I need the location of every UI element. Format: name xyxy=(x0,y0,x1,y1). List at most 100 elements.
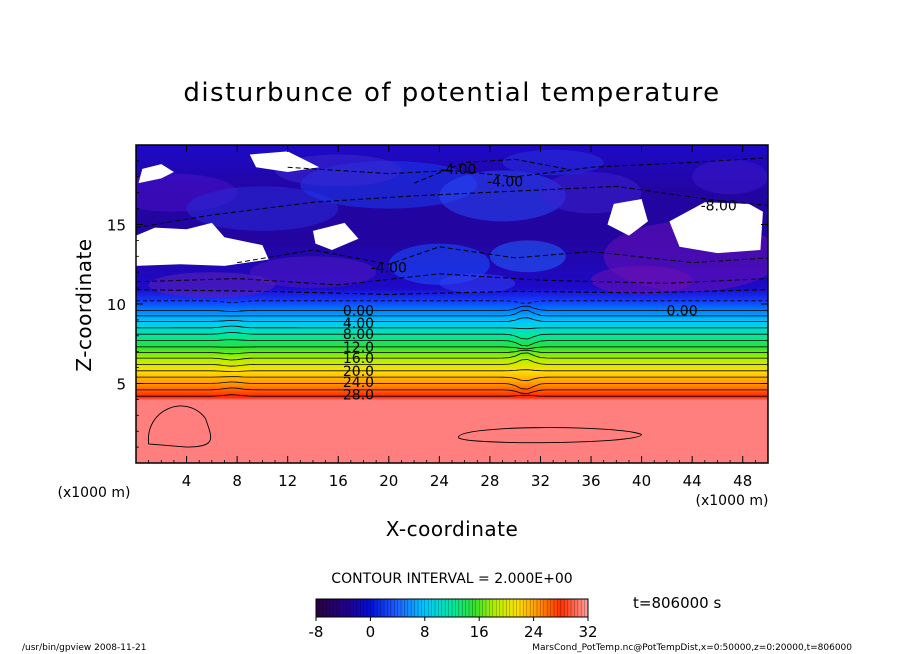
turbulent-cell xyxy=(489,240,566,273)
colorbar-ticks: -8 0 8 16 24 32 xyxy=(309,617,598,641)
color-band xyxy=(136,305,768,309)
color-band xyxy=(136,357,768,360)
color-band xyxy=(136,317,768,321)
x-tick-label: 48 xyxy=(733,472,752,490)
contour-label: 24.0 xyxy=(343,375,374,391)
contour-line-negative xyxy=(237,246,768,265)
y-tick-label: 15 xyxy=(107,217,126,235)
contour-line xyxy=(136,339,768,347)
footer-right: MarsCond_PotTemp.nc@PotTempDist,x=0:5000… xyxy=(532,643,852,653)
color-band xyxy=(136,373,768,376)
contour-line xyxy=(136,305,768,312)
x-tick-label: 32 xyxy=(531,472,550,490)
time-label: t=806000 s xyxy=(633,594,721,612)
x-tick-label: 4 xyxy=(182,472,192,490)
footer-left: /usr/bin/gpview 2008-11-21 xyxy=(22,643,146,653)
contour-line xyxy=(136,394,768,397)
color-band xyxy=(136,335,768,339)
color-band xyxy=(136,379,768,382)
contour-label: -4.00 xyxy=(371,260,407,276)
color-band xyxy=(136,385,768,388)
color-band xyxy=(136,329,768,333)
color-band xyxy=(136,224,768,227)
turbulent-cell xyxy=(186,186,339,231)
color-band xyxy=(136,236,768,239)
colorbar-tick-label: -8 xyxy=(309,623,324,641)
missing-region xyxy=(669,202,763,254)
color-band xyxy=(136,341,768,345)
color-band xyxy=(136,325,768,329)
color-band xyxy=(136,152,768,156)
chart-title: disturbunce of potential temperature xyxy=(183,78,720,108)
contour-label: -4.00 xyxy=(440,162,476,178)
upper-region xyxy=(136,149,768,298)
color-band xyxy=(136,230,768,233)
color-band xyxy=(136,220,768,223)
color-band xyxy=(136,301,768,305)
contour-line xyxy=(136,325,768,330)
color-band xyxy=(136,347,768,351)
x-tick-label: 36 xyxy=(581,472,600,490)
color-band xyxy=(136,311,768,315)
contour-line xyxy=(136,309,768,317)
contour-line xyxy=(136,369,768,373)
contour-loop xyxy=(148,405,212,448)
color-band xyxy=(136,387,768,390)
contour-line xyxy=(136,381,768,390)
color-band xyxy=(136,295,768,299)
color-band xyxy=(136,164,768,168)
color-band xyxy=(136,307,768,311)
color-band xyxy=(136,365,768,368)
contour-label: 28.0 xyxy=(343,388,374,404)
x-tick-label: 20 xyxy=(379,472,398,490)
color-band xyxy=(136,361,768,364)
contour-line xyxy=(136,376,768,382)
missing-region xyxy=(312,222,359,250)
color-band xyxy=(136,232,768,235)
color-band xyxy=(136,309,768,313)
color-band xyxy=(136,148,768,152)
contour-line xyxy=(136,331,768,340)
color-band xyxy=(136,353,768,356)
contour-line xyxy=(136,317,768,322)
contour-line xyxy=(136,349,768,355)
x-axis: 4 8 12 16 20 24 28 32 36 40 44 48 xyxy=(148,145,756,490)
color-band xyxy=(136,371,768,374)
color-band xyxy=(136,210,768,213)
contour-line xyxy=(136,359,768,367)
contour-interval: CONTOUR INTERVAL = 2.000E+00 xyxy=(331,571,572,587)
missing-region xyxy=(607,199,648,236)
color-band xyxy=(136,337,768,341)
color-band xyxy=(136,226,768,229)
color-band xyxy=(136,391,768,394)
contour-line-negative xyxy=(287,157,768,178)
y-tick-label: 5 xyxy=(116,376,126,394)
color-band xyxy=(136,238,768,241)
color-band xyxy=(136,303,768,307)
color-band xyxy=(136,367,768,370)
colorbar-tick-label: 8 xyxy=(420,623,430,641)
color-band xyxy=(136,377,768,380)
contour-line-negative xyxy=(136,289,768,295)
turbulent-cell xyxy=(591,265,693,295)
turbulent-cell xyxy=(692,159,768,195)
y-axis: 5 10 15 xyxy=(107,160,768,448)
color-band xyxy=(136,240,768,243)
x-axis-label: X-coordinate xyxy=(386,517,519,541)
color-band xyxy=(136,297,768,301)
color-band xyxy=(136,323,768,327)
color-band xyxy=(136,289,768,293)
x-tick-label: 24 xyxy=(430,472,449,490)
contour-labels: 0.004.008.0012.016.020.024.028.00.00-4.0… xyxy=(343,162,737,404)
color-band xyxy=(136,222,768,225)
turbulent-cell xyxy=(540,172,642,214)
color-band xyxy=(136,313,768,317)
y-unit-label: (x1000 m) xyxy=(58,485,131,501)
x-unit-label: (x1000 m) xyxy=(696,493,769,509)
contour-line xyxy=(136,346,768,350)
colorbar-dividers xyxy=(315,599,589,617)
contour-label: -4.00 xyxy=(487,175,523,191)
color-band xyxy=(136,154,768,158)
plot-area xyxy=(136,145,768,463)
contour-label: 0.00 xyxy=(343,303,374,319)
